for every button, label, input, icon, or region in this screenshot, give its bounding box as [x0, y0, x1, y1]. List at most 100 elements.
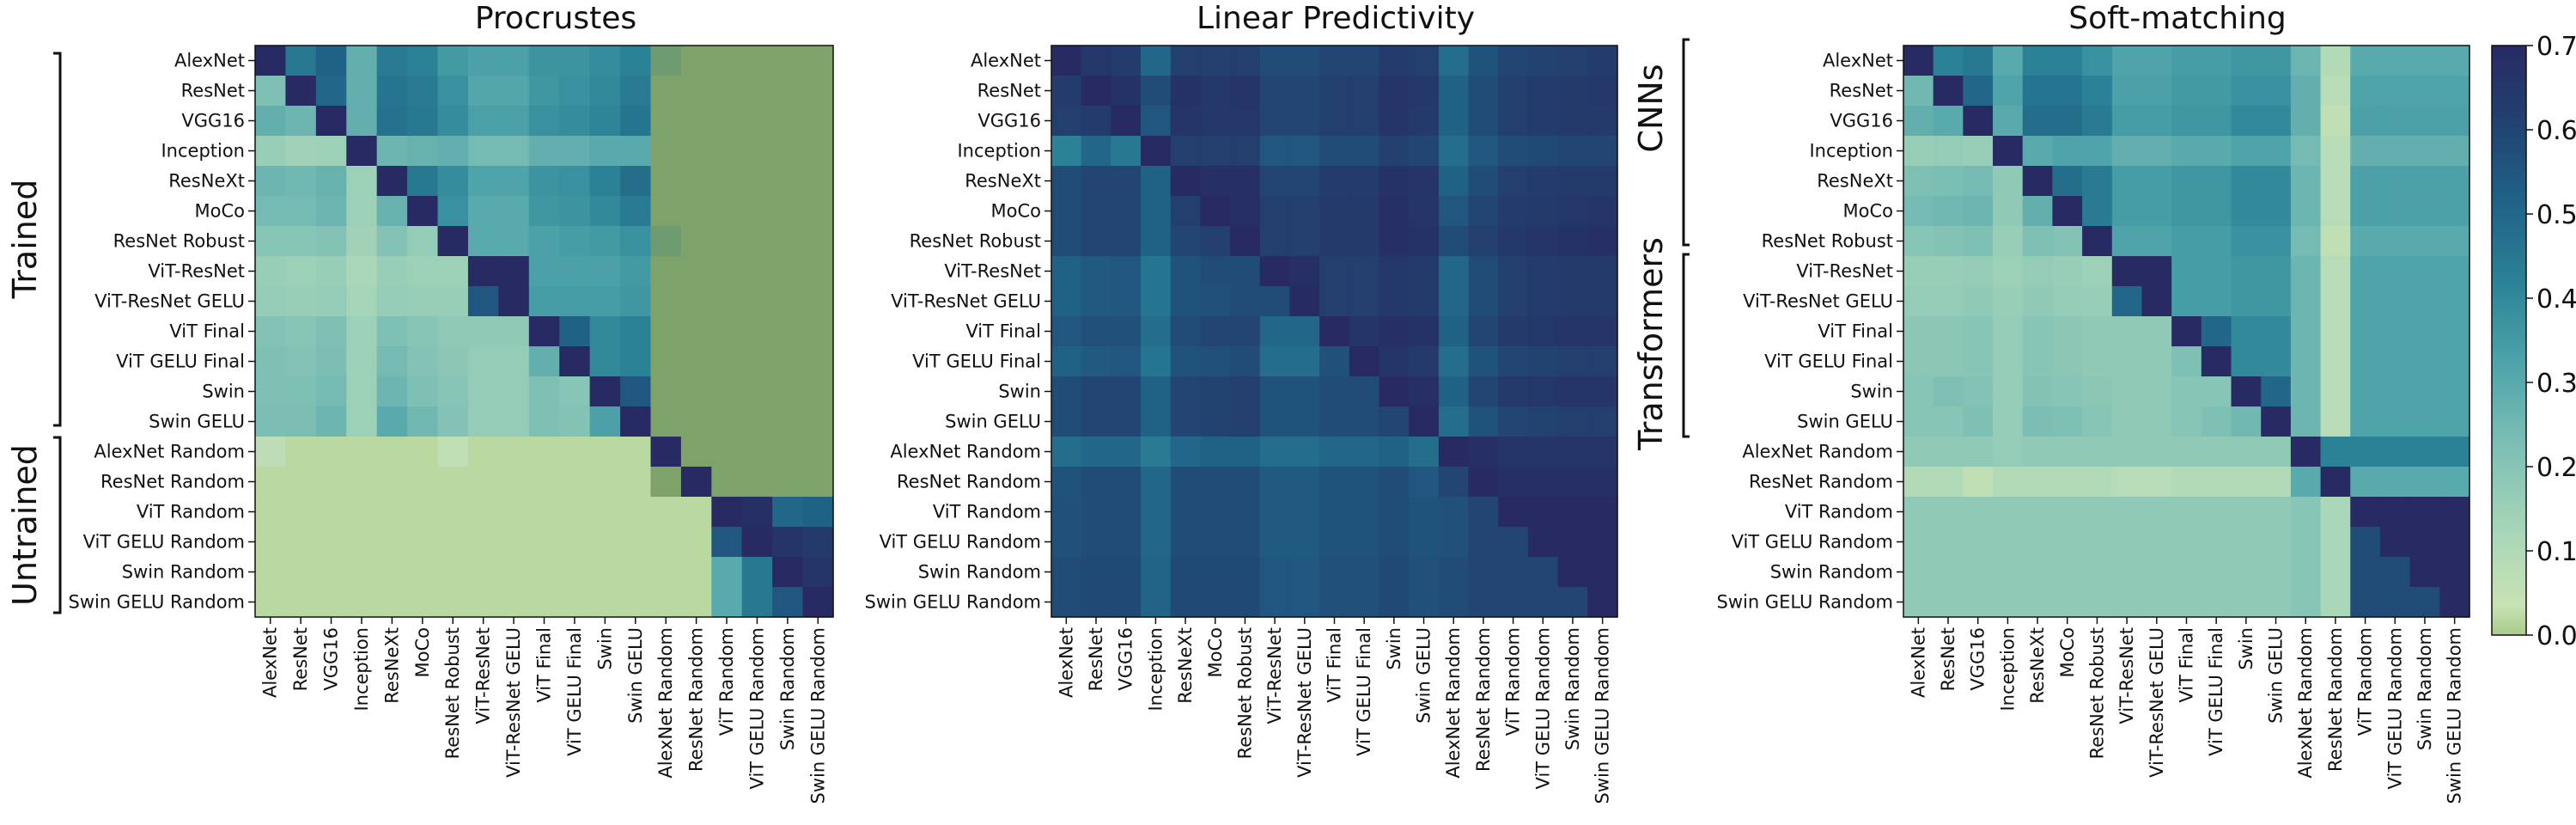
heatmap-cell [772, 256, 804, 287]
heatmap-cell [741, 406, 773, 437]
heatmap-cell [772, 406, 804, 437]
heatmap-cell [2052, 467, 2083, 498]
heatmap-cell [2052, 286, 2083, 317]
heatmap-cell [1438, 76, 1470, 107]
y-tick-label: MoCo [991, 201, 1041, 222]
heatmap-cell [1498, 497, 1529, 528]
heatmap-cell [285, 166, 317, 197]
heatmap-cell [407, 346, 439, 377]
heatmap-cell [1349, 136, 1380, 167]
heatmap-cell [1903, 106, 1934, 137]
heatmap-cell [1259, 286, 1291, 317]
heatmap-cell [2052, 316, 2083, 347]
heatmap-cell [467, 136, 499, 167]
heatmap-cell [1903, 286, 1934, 317]
y-tick-label: ViT GELU Random [1732, 532, 1893, 553]
heatmap-cell [2261, 76, 2292, 107]
heatmap-cell [1468, 467, 1499, 498]
x-tick-label: ResNet Random [2325, 627, 2346, 772]
heatmap-cell [2022, 166, 2054, 197]
heatmap-cell [589, 196, 621, 227]
y-tick-label: Swin [1850, 382, 1893, 402]
heatmap-cell [2141, 376, 2172, 407]
heatmap-cell [2052, 256, 2083, 287]
heatmap-cell [650, 76, 682, 107]
heatmap-cell [1289, 316, 1320, 347]
heatmap-cell [1933, 46, 1964, 76]
heatmap-cell [1349, 406, 1380, 437]
heatmap-cell [1141, 76, 1172, 107]
heatmap-cell [2261, 346, 2292, 377]
heatmap-cell [1903, 557, 1934, 588]
heatmap-cell [1993, 136, 2024, 167]
heatmap-cell [1051, 136, 1082, 167]
heatmap-cell [1557, 497, 1588, 528]
heatmap-cell [1903, 406, 1934, 437]
heatmap-cell [1200, 346, 1231, 377]
heatmap-cell [1409, 256, 1440, 287]
heatmap-cell [2052, 226, 2083, 257]
heatmap-cell [650, 346, 682, 377]
heatmap-cell [498, 346, 530, 377]
y-tick-label: ViT Final [965, 321, 1041, 342]
heatmap-cell [1468, 437, 1499, 468]
heatmap-cell [1111, 587, 1142, 618]
heatmap-cell [1051, 376, 1082, 407]
heatmap-cell [346, 467, 378, 498]
heatmap-cell [376, 406, 408, 437]
heatmap-cell [2231, 467, 2262, 498]
heatmap-cell [407, 196, 439, 227]
heatmap-cell [2111, 587, 2143, 618]
heatmap-cell [1111, 226, 1142, 257]
heatmap-cell [1111, 406, 1142, 437]
heatmap-cell [1527, 406, 1559, 437]
y-tick-label: ResNet [977, 81, 1041, 101]
heatmap-cell [680, 46, 712, 76]
heatmap-cell [255, 406, 287, 437]
y-tick-label: Swin [202, 382, 245, 402]
untrained-bracket [53, 436, 62, 614]
heatmap-cell [741, 286, 773, 317]
x-tick-label: Swin GELU Random [807, 627, 828, 804]
heatmap-cell [437, 406, 469, 437]
heatmap-cell [2350, 46, 2381, 76]
heatmap-cell [285, 527, 317, 558]
heatmap-cell [2261, 286, 2292, 317]
heatmap-cell [680, 316, 712, 347]
heatmap-cell [1498, 136, 1529, 167]
heatmap-cell [2439, 346, 2470, 377]
heatmap-cell [1468, 166, 1499, 197]
heatmap-cell [1170, 196, 1202, 227]
heatmap-cell [1349, 497, 1380, 528]
heatmap-cell [741, 527, 773, 558]
heatmap-cell [376, 316, 408, 347]
heatmap-cell [1993, 587, 2024, 618]
heatmap-cell [2201, 376, 2232, 407]
heatmap-cell [1111, 527, 1142, 558]
heatmap-cell [2439, 106, 2470, 137]
heatmap-cell [2082, 286, 2113, 317]
heatmap-cell [467, 467, 499, 498]
heatmap-cell [1498, 467, 1529, 498]
heatmap-cell [407, 226, 439, 257]
heatmap-cell [1141, 196, 1172, 227]
heatmap-cell [711, 587, 743, 618]
heatmap-cell [1319, 497, 1350, 528]
heatmap-cell [1409, 467, 1440, 498]
heatmap-cell [1993, 46, 2024, 76]
heatmap-cell [1498, 286, 1529, 317]
heatmap-cell [620, 256, 652, 287]
heatmap-cell [1527, 497, 1559, 528]
heatmap-cell [1051, 76, 1082, 107]
heatmap-cell [1438, 196, 1470, 227]
heatmap-cell [650, 136, 682, 167]
heatmap-cell [346, 106, 378, 137]
heatmap-cell [255, 286, 287, 317]
heatmap-cell [2350, 286, 2381, 317]
heatmap-cell [2022, 376, 2054, 407]
heatmap-cell [1933, 76, 1964, 107]
heatmap-cell [2082, 316, 2113, 347]
heatmap-cell [2409, 376, 2440, 407]
colorbar-ticks: 0.0 0.1 0.2 0.3 0.4 0.5 0.6 0.7 [2526, 32, 2576, 651]
heatmap-cell [1349, 286, 1380, 317]
